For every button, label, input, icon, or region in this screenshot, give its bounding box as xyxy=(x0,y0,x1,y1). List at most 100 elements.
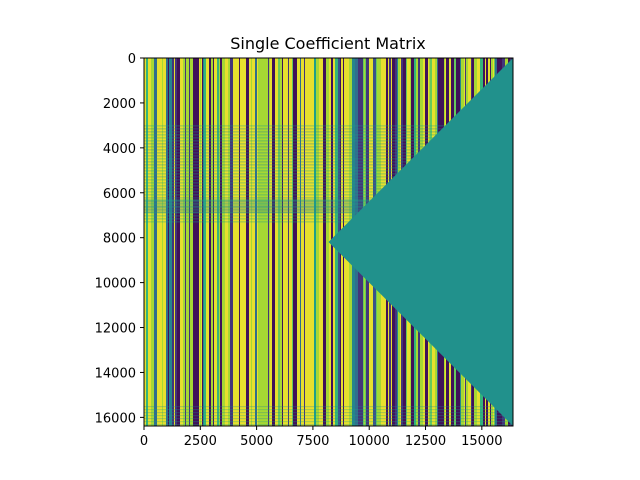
heatmap-column xyxy=(304,58,305,426)
heatmap-column xyxy=(297,58,300,426)
heatmap-column xyxy=(314,58,316,426)
heatmap-column xyxy=(162,58,163,426)
heatmap-band xyxy=(144,167,513,169)
y-tick-label: 10000 xyxy=(95,277,136,292)
y-tick-label: 12000 xyxy=(95,322,136,337)
heatmap-column xyxy=(268,58,269,426)
heatmap-column xyxy=(301,58,304,426)
heatmap-column xyxy=(260,58,263,426)
y-tick-label: 6000 xyxy=(103,187,136,202)
x-tick-label: 2500 xyxy=(184,434,217,449)
heatmap-column xyxy=(185,58,186,426)
heatmap-column xyxy=(282,58,283,426)
heatmap-column xyxy=(252,58,255,426)
chart-title: Single Coefficient Matrix xyxy=(230,34,426,53)
heatmap-column xyxy=(308,58,311,426)
heatmap-column xyxy=(320,58,323,426)
heatmap-column xyxy=(283,58,285,426)
heatmap-column xyxy=(270,58,272,426)
y-tick-label: 14000 xyxy=(95,366,136,381)
x-tick-label: 12500 xyxy=(405,434,446,449)
heatmap-column xyxy=(175,58,177,426)
heatmap-band xyxy=(144,143,513,145)
heatmap-band xyxy=(144,134,513,136)
heatmap-band xyxy=(144,164,513,166)
heatmap-column xyxy=(323,58,324,426)
heatmap-column xyxy=(174,58,175,426)
heatmap-column xyxy=(272,58,275,426)
heatmap-band xyxy=(144,155,513,157)
heatmap-band xyxy=(144,415,513,417)
heatmap-column xyxy=(217,58,219,426)
heatmap-band xyxy=(144,207,513,209)
heatmap-band xyxy=(144,125,513,127)
heatmap-column xyxy=(319,58,320,426)
heatmap-band xyxy=(144,170,513,172)
heatmap-band xyxy=(144,209,513,211)
heatmap-column xyxy=(201,58,202,426)
heatmap-column xyxy=(265,58,268,426)
heatmap-column xyxy=(292,58,293,426)
heatmap-column xyxy=(146,58,148,426)
heatmap-column xyxy=(258,58,260,426)
heatmap-column xyxy=(255,58,257,426)
heatmap-column xyxy=(243,58,246,426)
heatmap-column xyxy=(186,58,189,426)
heatmap-column xyxy=(263,58,265,426)
heatmap-column xyxy=(191,58,193,426)
heatmap-column xyxy=(236,58,239,426)
heatmap-column xyxy=(225,58,226,426)
x-tick-label: 0 xyxy=(140,434,148,449)
heatmap-column xyxy=(144,58,146,426)
heatmap-band xyxy=(144,188,513,190)
heatmap-column xyxy=(160,58,162,426)
heatmap-column xyxy=(172,58,174,426)
heatmap-band xyxy=(144,140,513,142)
heatmap-column xyxy=(293,58,296,426)
heatmap-column xyxy=(163,58,166,426)
heatmap-column xyxy=(209,58,211,426)
y-axis: 0 2000 4000 6000 8000 10000 12000 14000 16000 xyxy=(95,52,144,426)
y-tick-label: 4000 xyxy=(103,142,136,157)
heatmap-column xyxy=(200,58,201,426)
heatmap-column xyxy=(220,58,222,426)
heatmap-column xyxy=(148,58,151,426)
heatmap-column xyxy=(228,58,230,426)
heatmap-band xyxy=(144,409,513,411)
heatmap-band xyxy=(144,137,513,139)
heatmap-column xyxy=(151,58,154,426)
y-tick-label: 16000 xyxy=(95,411,136,426)
heatmap-band xyxy=(144,424,513,426)
heatmap-band xyxy=(144,146,513,148)
heatmap-column xyxy=(289,58,291,426)
heatmap-column xyxy=(305,58,308,426)
heatmap-band xyxy=(144,215,513,217)
heatmap-column xyxy=(324,58,326,426)
heatmap-column xyxy=(257,58,258,426)
heatmap-column xyxy=(326,58,329,426)
heatmap-column xyxy=(311,58,314,426)
heatmap-band xyxy=(144,205,513,207)
heatmap-column xyxy=(204,58,206,426)
y-tick-label: 2000 xyxy=(103,97,136,112)
heatmap-column xyxy=(291,58,292,426)
heatmap-band xyxy=(144,185,513,187)
heatmap-column xyxy=(183,58,185,426)
heatmap-column xyxy=(288,58,289,426)
heatmap-band xyxy=(144,179,513,181)
heatmap-band xyxy=(144,221,513,223)
heatmap-column xyxy=(239,58,240,426)
heatmap-column xyxy=(177,58,180,426)
heatmap-band xyxy=(144,199,513,201)
y-tick-label: 0 xyxy=(128,52,136,67)
heatmap-band xyxy=(144,418,513,420)
heatmap-column xyxy=(199,58,200,426)
heatmap-column xyxy=(196,58,199,426)
heatmap-band xyxy=(144,152,513,154)
heatmap-column xyxy=(251,58,252,426)
heatmap-column xyxy=(154,58,157,426)
heatmap-band xyxy=(144,412,513,414)
x-tick-label: 5000 xyxy=(240,434,273,449)
heatmap-column xyxy=(222,58,225,426)
